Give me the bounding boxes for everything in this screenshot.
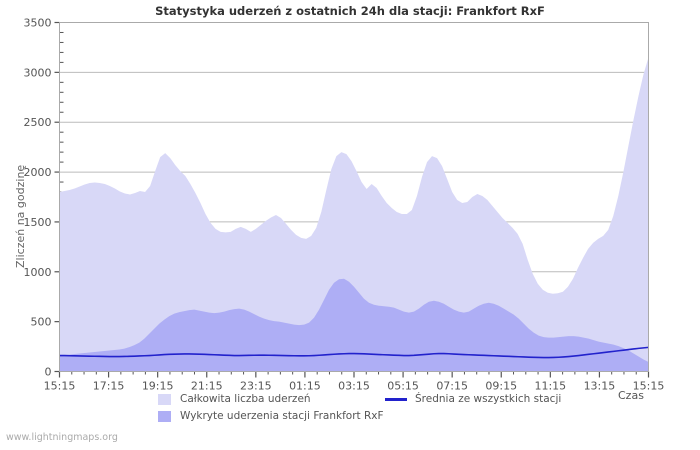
svg-text:21:15: 21:15: [191, 380, 223, 393]
legend: Całkowita liczba uderzeń Średnia ze wszy…: [0, 392, 700, 426]
svg-text:07:15: 07:15: [436, 380, 468, 393]
svg-text:03:15: 03:15: [338, 380, 370, 393]
svg-text:15:15: 15:15: [633, 380, 665, 393]
svg-text:17:15: 17:15: [93, 380, 125, 393]
svg-text:13:15: 13:15: [584, 380, 616, 393]
svg-text:11:15: 11:15: [534, 380, 566, 393]
svg-text:500: 500: [31, 316, 52, 329]
svg-text:09:15: 09:15: [485, 380, 517, 393]
legend-label-total: Całkowita liczba uderzeń: [180, 393, 311, 405]
svg-text:1000: 1000: [24, 266, 52, 279]
svg-text:23:15: 23:15: [240, 380, 272, 393]
svg-text:05:15: 05:15: [387, 380, 419, 393]
svg-text:3500: 3500: [24, 17, 52, 30]
svg-text:0: 0: [45, 366, 52, 379]
svg-text:2000: 2000: [24, 166, 52, 179]
svg-text:2500: 2500: [24, 116, 52, 129]
legend-swatch-total: [158, 394, 171, 405]
svg-text:1500: 1500: [24, 216, 52, 229]
watermark: www.lightningmaps.org: [6, 432, 118, 443]
legend-line-average: [385, 398, 407, 401]
svg-text:3000: 3000: [24, 66, 52, 79]
svg-text:19:15: 19:15: [142, 380, 174, 393]
page-title: Statystyka uderzeń z ostatnich 24h dla s…: [155, 4, 545, 18]
legend-label-average: Średnia ze wszystkich stacji: [415, 393, 562, 405]
x-axis-label: Czas: [618, 389, 644, 402]
svg-text:15:15: 15:15: [44, 380, 76, 393]
svg-text:01:15: 01:15: [289, 380, 321, 393]
plot-area: 0 500 1000 1500 2000 2500 3000 3500 15:15 17:15 19…: [24, 17, 665, 393]
legend-label-station: Wykryte uderzenia stacji Frankfort RxF: [180, 410, 384, 422]
legend-swatch-station: [158, 411, 171, 422]
